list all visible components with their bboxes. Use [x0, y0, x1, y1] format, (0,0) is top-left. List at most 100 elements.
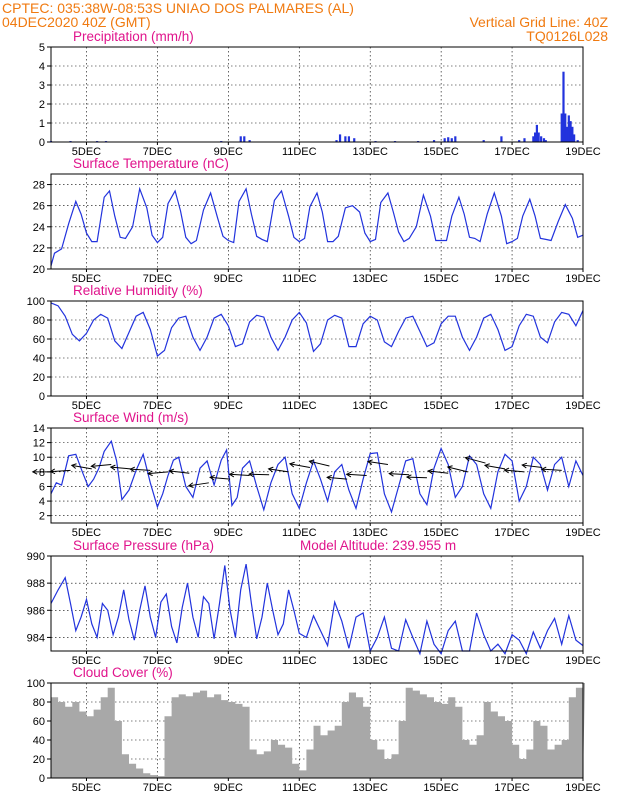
wind-arrow-head — [70, 463, 77, 469]
x-tick-label: 5DEC — [72, 146, 101, 158]
panel-subtitle: Model Altitude: 239.955 m — [300, 538, 456, 553]
x-tick-label: 19DEC — [565, 527, 601, 539]
precip-bar — [565, 126, 569, 142]
x-tick-label: 19DEC — [565, 655, 601, 667]
x-tick-label: 7DEC — [143, 782, 172, 794]
panel-frame — [50, 46, 584, 143]
wind-arrow-head — [521, 462, 528, 469]
wind-arrow — [110, 466, 131, 470]
wind-line — [50, 439, 584, 514]
precip-bar — [447, 137, 450, 142]
wind-arrow — [210, 476, 231, 480]
precip-bar — [540, 136, 543, 142]
wind-arrow — [50, 469, 71, 473]
precip-bar — [573, 134, 576, 142]
x-tick-label: 13DEC — [352, 655, 388, 667]
panel-precipitation: 0 1 2 3 4 5 5DEC 7DEC 9DEC 11DEC 13DEC 15DEC 17DEC 19… — [39, 29, 601, 158]
x-tick-label: 7DEC — [143, 527, 172, 539]
precip-bar — [537, 132, 540, 142]
precip-bar — [432, 140, 436, 142]
wind-arrow-head — [228, 471, 235, 478]
x-tick-label: 13DEC — [352, 273, 388, 285]
y-tick-label: 80 — [33, 315, 45, 327]
wind-arrow — [447, 466, 468, 473]
x-tick-label: 5DEC — [72, 400, 101, 412]
x-tick-label: 15DEC — [423, 146, 459, 158]
humidity-line — [50, 302, 584, 358]
wind-arrow — [522, 464, 543, 468]
panel-title: Surface Temperature (nC) — [73, 156, 229, 171]
cloud-cover-area — [51, 683, 585, 778]
x-tick-label: 17DEC — [494, 400, 530, 412]
precip-bar — [542, 138, 546, 142]
panel-humidity: 0 20 40 60 80 100 5DEC 7DEC 9DEC 11DEC 13DEC 15DEC 1… — [27, 283, 601, 412]
panel-frame — [50, 300, 584, 397]
x-tick-label: 7DEC — [143, 273, 172, 285]
y-tick-label: 5 — [39, 42, 45, 54]
y-tick-label: 20 — [33, 264, 45, 276]
x-tick-label: 9DEC — [214, 146, 243, 158]
wind-arrow — [406, 476, 427, 479]
x-tick-label: 7DEC — [143, 400, 172, 412]
precip-bar — [482, 140, 485, 142]
x-tick-label: 7DEC — [143, 146, 172, 158]
wind-arrow — [229, 473, 250, 476]
y-tick-label: 990 — [27, 551, 45, 563]
y-tick-label: 20 — [33, 754, 45, 766]
x-tick-label: 15DEC — [423, 655, 459, 667]
wind-arrow — [289, 463, 310, 468]
wind-arrow — [541, 468, 562, 471]
precip-bar — [353, 138, 356, 142]
wind-arrow — [309, 460, 330, 467]
x-tick-label: 11DEC — [282, 527, 317, 539]
x-tick-label: 15DEC — [423, 400, 459, 412]
x-tick-label: 15DEC — [423, 782, 459, 794]
wind-arrow-head — [187, 482, 194, 488]
wind-arrow-head — [464, 456, 471, 462]
wind-arrow — [130, 468, 151, 471]
wind-arrow-head — [90, 463, 97, 469]
wind-arrow-head — [129, 466, 136, 473]
precip-bar — [523, 138, 526, 142]
wind-arrow-head — [109, 464, 116, 471]
wind-arrow-head — [168, 468, 175, 475]
y-tick-label: 0 — [39, 391, 45, 403]
panel-temperature: 20 22 24 26 28 5DEC 7DEC 9DEC 11DEC 13DEC 15DEC 17D… — [33, 156, 601, 285]
panel-frame — [50, 555, 584, 652]
y-tick-label: 28 — [33, 180, 45, 192]
x-tick-label: 13DEC — [352, 146, 388, 158]
wind-arrow — [346, 473, 367, 476]
wind-arrow — [268, 468, 289, 473]
wind-arrow-head — [326, 474, 332, 481]
x-tick-label: 9DEC — [214, 655, 243, 667]
precip-bar — [560, 113, 563, 142]
precip-bar — [243, 136, 246, 142]
wind-arrow — [367, 461, 389, 466]
precip-bar — [347, 136, 351, 142]
precip-bar — [567, 115, 570, 142]
x-tick-label: 19DEC — [565, 400, 601, 412]
panel-cloud-cover: 0 20 40 60 80 100 5DEC 7DEC 9DEC 11DEC 13DEC 15DEC 1… — [27, 665, 601, 794]
y-tick-label: 60 — [33, 334, 45, 346]
precip-bar — [534, 132, 537, 142]
wind-arrow-head — [31, 469, 38, 475]
precip-bar — [344, 136, 347, 142]
x-tick-label: 11DEC — [282, 782, 317, 794]
x-tick-label: 7DEC — [143, 655, 172, 667]
wind-arrow-head — [345, 471, 352, 478]
y-tick-label: 8 — [39, 467, 45, 479]
y-tick-label: 22 — [33, 243, 45, 255]
y-tick-label: 24 — [33, 222, 45, 234]
y-tick-label: 1 — [39, 118, 45, 130]
panel-title: Cloud Cover (%) — [73, 665, 173, 680]
x-tick-label: 17DEC — [494, 146, 530, 158]
y-tick-label: 984 — [27, 632, 45, 644]
y-tick-label: 60 — [33, 716, 45, 728]
wind-arrow-head — [503, 467, 510, 474]
x-tick-label: 11DEC — [282, 400, 317, 412]
header-station: CPTEC: 035:38W-08:53S UNIAO DOS PALMARES… — [2, 0, 354, 16]
wind-arrow-head — [483, 463, 490, 469]
y-tick-label: 100 — [27, 678, 45, 690]
x-tick-label: 17DEC — [494, 527, 530, 539]
precip-bar — [562, 71, 565, 142]
